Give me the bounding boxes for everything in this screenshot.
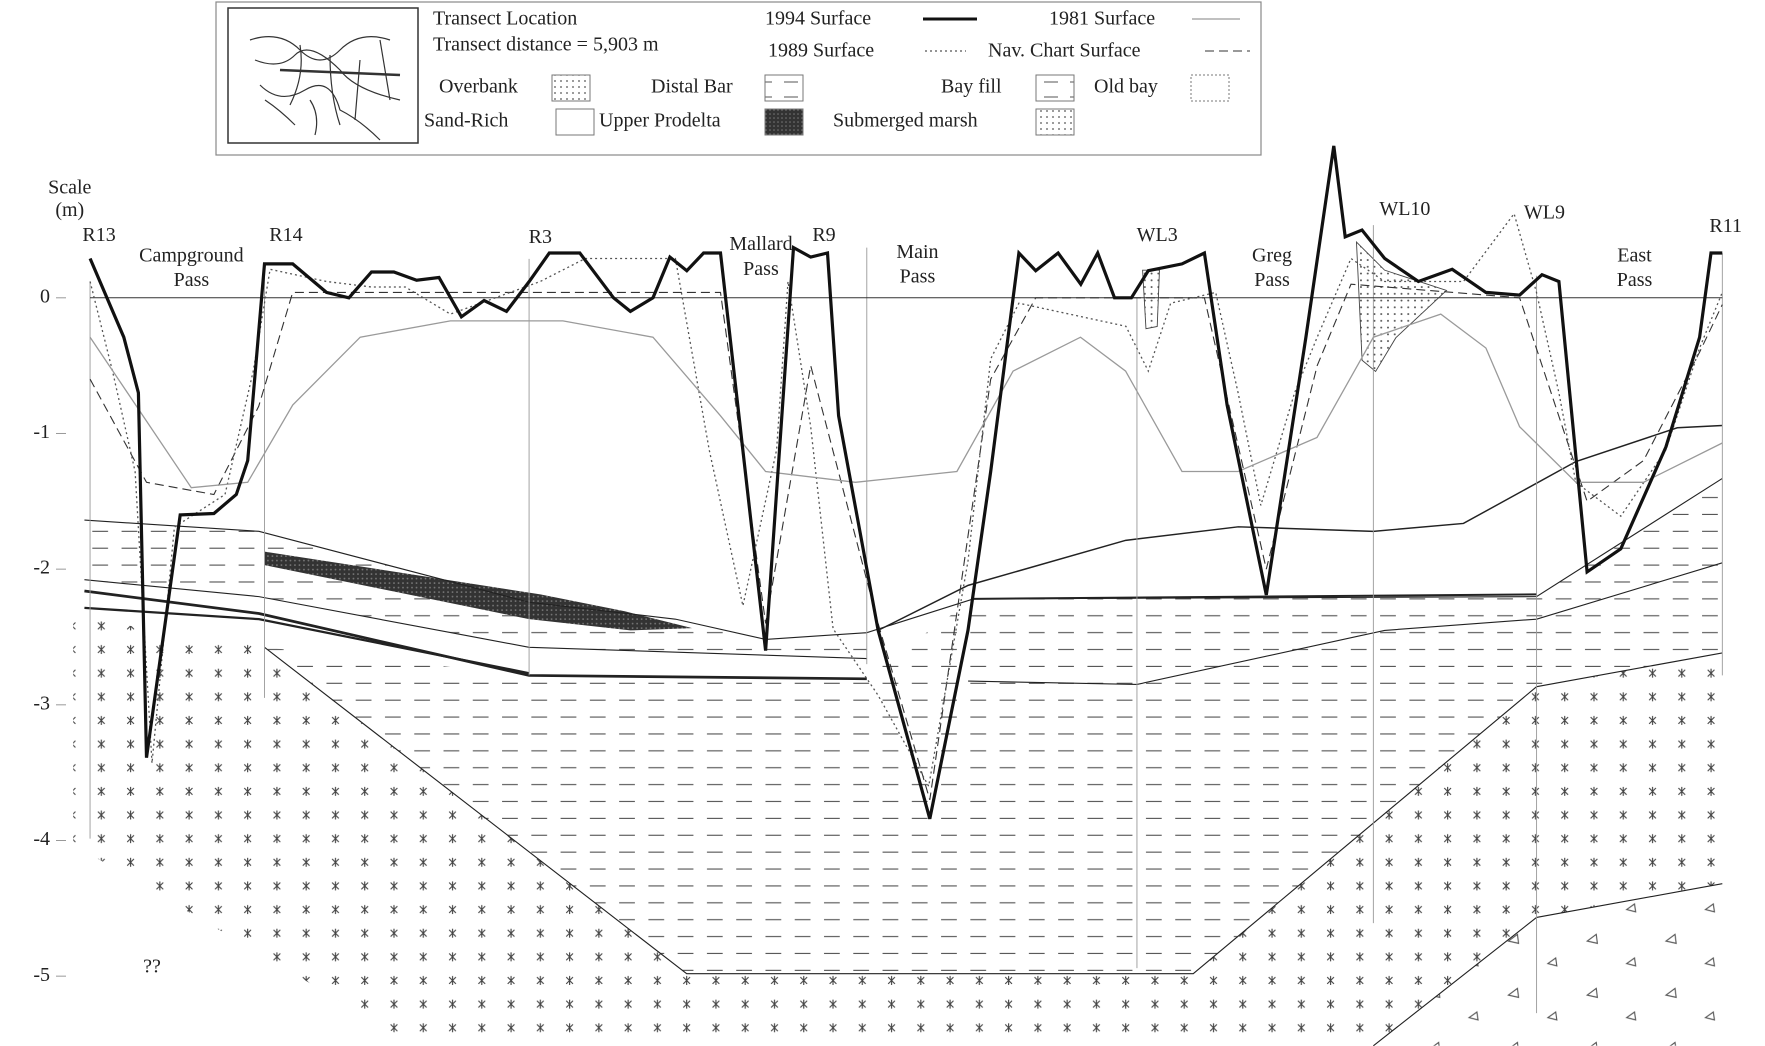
submerged-marsh-fill-wl3 [1143,270,1160,329]
legend-unit-swatch [556,109,594,135]
submerged-marsh-fill [1356,242,1446,371]
stratigraphy [73,225,1722,1046]
legend-unit-swatch [1036,75,1074,101]
y-tick-label: -4 [33,828,50,850]
page: Transect Location Transect distance = 5,… [0,0,1765,1046]
legend-label: Nav. Chart Surface [988,40,1141,62]
surface-line [90,314,1722,488]
legend-unit-swatch [1191,75,1229,101]
y-tick-label: 0 [40,285,50,307]
legend-label: 1994 Surface [765,8,871,30]
station-label: Mallard [729,233,792,255]
y-axis-label: Scale [48,177,91,199]
legend-unit-label: Bay fill [941,76,1002,98]
station-label: Pass [1254,269,1290,291]
legend-label: 1989 Surface [768,40,874,62]
station-label: R14 [269,224,302,246]
legend-unit-label: Sand-Rich [424,110,508,132]
station-label: Greg [1252,244,1292,266]
legend-unit-swatch [765,109,803,135]
station-label: East [1617,244,1652,266]
legend-unit-swatch [1036,109,1074,135]
y-tick-label: -3 [33,692,50,714]
station-label: ?? [143,956,161,978]
y-tick-label: -1 [33,421,50,443]
station-label: Pass [174,269,210,291]
y-axis-label: (m) [55,199,84,221]
station-label: WL9 [1524,201,1565,223]
legend-title: Transect Location [433,8,577,30]
station-label: Main [896,241,938,263]
station-label: Pass [900,266,936,288]
legend-unit-label: Upper Prodelta [599,110,721,132]
legend-unit-label: Distal Bar [651,76,733,98]
station-label: WL10 [1379,198,1430,220]
legend-unit-label: Old bay [1094,76,1158,98]
y-tick-label: -2 [33,557,50,579]
station-label: Campground [139,244,243,266]
legend-unit-swatch [765,75,803,101]
legend-unit-swatch [552,75,590,101]
station-label: WL3 [1137,224,1178,246]
legend-unit-label: Overbank [439,76,518,98]
station-label: R11 [1709,215,1742,237]
station-label: R3 [529,226,552,248]
legend-unit-label: Submerged marsh [833,110,978,132]
y-tick-label: -5 [33,964,50,986]
legend-label: 1981 Surface [1049,8,1155,30]
station-label: R13 [82,224,115,246]
station-label: Pass [743,258,779,280]
station-label: Pass [1617,269,1653,291]
legend-distance: Transect distance = 5,903 m [433,34,659,56]
station-label: R9 [812,224,835,246]
cross-section: Transect Location Transect distance = 5,… [0,0,1765,1046]
